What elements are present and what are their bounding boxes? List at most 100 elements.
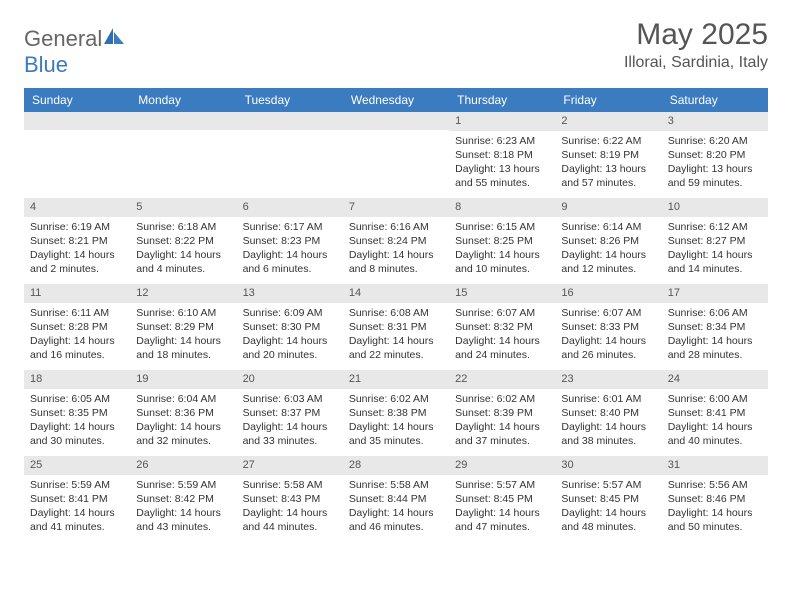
day-cell: 17Sunrise: 6:06 AMSunset: 8:34 PMDayligh… xyxy=(662,284,768,370)
day-cell: 30Sunrise: 5:57 AMSunset: 8:45 PMDayligh… xyxy=(555,456,661,542)
daylight-line: Daylight: 14 hours and 28 minutes. xyxy=(668,334,762,362)
sunset-line: Sunset: 8:35 PM xyxy=(30,406,124,420)
sunset-line: Sunset: 8:30 PM xyxy=(243,320,337,334)
day-number: 23 xyxy=(555,370,661,389)
day-number: 26 xyxy=(130,456,236,475)
day-content: Sunrise: 6:22 AMSunset: 8:19 PMDaylight:… xyxy=(555,131,661,197)
day-cell: 14Sunrise: 6:08 AMSunset: 8:31 PMDayligh… xyxy=(343,284,449,370)
day-content: Sunrise: 5:57 AMSunset: 8:45 PMDaylight:… xyxy=(555,475,661,541)
sunrise-line: Sunrise: 5:56 AM xyxy=(668,478,762,492)
sunrise-line: Sunrise: 5:59 AM xyxy=(30,478,124,492)
sunset-line: Sunset: 8:29 PM xyxy=(136,320,230,334)
day-cell: 31Sunrise: 5:56 AMSunset: 8:46 PMDayligh… xyxy=(662,456,768,542)
day-cell: 8Sunrise: 6:15 AMSunset: 8:25 PMDaylight… xyxy=(449,198,555,284)
daylight-line: Daylight: 14 hours and 12 minutes. xyxy=(561,248,655,276)
daylight-line: Daylight: 14 hours and 22 minutes. xyxy=(349,334,443,362)
daylight-line: Daylight: 14 hours and 14 minutes. xyxy=(668,248,762,276)
weekday-label: Saturday xyxy=(662,88,768,112)
day-number: 12 xyxy=(130,284,236,303)
daylight-line: Daylight: 13 hours and 55 minutes. xyxy=(455,162,549,190)
brand-text: GeneralBlue xyxy=(24,26,124,78)
day-content: Sunrise: 5:58 AMSunset: 8:43 PMDaylight:… xyxy=(237,475,343,541)
daylight-line: Daylight: 14 hours and 44 minutes. xyxy=(243,506,337,534)
sunrise-line: Sunrise: 6:03 AM xyxy=(243,392,337,406)
sunset-line: Sunset: 8:44 PM xyxy=(349,492,443,506)
sunset-line: Sunset: 8:24 PM xyxy=(349,234,443,248)
daylight-line: Daylight: 14 hours and 26 minutes. xyxy=(561,334,655,362)
day-content: Sunrise: 5:59 AMSunset: 8:42 PMDaylight:… xyxy=(130,475,236,541)
day-content: Sunrise: 6:15 AMSunset: 8:25 PMDaylight:… xyxy=(449,217,555,283)
daylight-line: Daylight: 14 hours and 2 minutes. xyxy=(30,248,124,276)
day-number: 15 xyxy=(449,284,555,303)
day-number: 20 xyxy=(237,370,343,389)
day-content: Sunrise: 6:07 AMSunset: 8:33 PMDaylight:… xyxy=(555,303,661,369)
page-header: GeneralBlue May 2025 Illorai, Sardinia, … xyxy=(24,18,768,78)
sunrise-line: Sunrise: 6:02 AM xyxy=(455,392,549,406)
day-cell: 15Sunrise: 6:07 AMSunset: 8:32 PMDayligh… xyxy=(449,284,555,370)
sunset-line: Sunset: 8:43 PM xyxy=(243,492,337,506)
daylight-line: Daylight: 14 hours and 6 minutes. xyxy=(243,248,337,276)
sunset-line: Sunset: 8:40 PM xyxy=(561,406,655,420)
day-cell: 29Sunrise: 5:57 AMSunset: 8:45 PMDayligh… xyxy=(449,456,555,542)
daylight-line: Daylight: 14 hours and 43 minutes. xyxy=(136,506,230,534)
day-content: Sunrise: 6:02 AMSunset: 8:39 PMDaylight:… xyxy=(449,389,555,455)
sunrise-line: Sunrise: 6:15 AM xyxy=(455,220,549,234)
sunset-line: Sunset: 8:22 PM xyxy=(136,234,230,248)
sunrise-line: Sunrise: 6:14 AM xyxy=(561,220,655,234)
day-number: 13 xyxy=(237,284,343,303)
weekday-label: Friday xyxy=(555,88,661,112)
daylight-line: Daylight: 14 hours and 37 minutes. xyxy=(455,420,549,448)
empty-cell xyxy=(343,112,449,198)
daylight-line: Daylight: 14 hours and 20 minutes. xyxy=(243,334,337,362)
daylight-line: Daylight: 14 hours and 30 minutes. xyxy=(30,420,124,448)
day-content: Sunrise: 6:14 AMSunset: 8:26 PMDaylight:… xyxy=(555,217,661,283)
day-cell: 4Sunrise: 6:19 AMSunset: 8:21 PMDaylight… xyxy=(24,198,130,284)
sunrise-line: Sunrise: 6:06 AM xyxy=(668,306,762,320)
day-cell: 25Sunrise: 5:59 AMSunset: 8:41 PMDayligh… xyxy=(24,456,130,542)
day-content: Sunrise: 6:10 AMSunset: 8:29 PMDaylight:… xyxy=(130,303,236,369)
weekday-label: Monday xyxy=(130,88,236,112)
day-number: 4 xyxy=(24,198,130,217)
daylight-line: Daylight: 14 hours and 32 minutes. xyxy=(136,420,230,448)
day-content: Sunrise: 6:07 AMSunset: 8:32 PMDaylight:… xyxy=(449,303,555,369)
sail-icon xyxy=(104,26,124,52)
sunrise-line: Sunrise: 5:57 AM xyxy=(455,478,549,492)
day-cell: 3Sunrise: 6:20 AMSunset: 8:20 PMDaylight… xyxy=(662,112,768,198)
day-content: Sunrise: 6:00 AMSunset: 8:41 PMDaylight:… xyxy=(662,389,768,455)
daylight-line: Daylight: 14 hours and 50 minutes. xyxy=(668,506,762,534)
day-number: 27 xyxy=(237,456,343,475)
sunset-line: Sunset: 8:18 PM xyxy=(455,148,549,162)
day-cell: 13Sunrise: 6:09 AMSunset: 8:30 PMDayligh… xyxy=(237,284,343,370)
day-content: Sunrise: 5:57 AMSunset: 8:45 PMDaylight:… xyxy=(449,475,555,541)
day-number: 30 xyxy=(555,456,661,475)
day-number: 2 xyxy=(555,112,661,131)
sunrise-line: Sunrise: 6:17 AM xyxy=(243,220,337,234)
sunset-line: Sunset: 8:19 PM xyxy=(561,148,655,162)
daylight-line: Daylight: 14 hours and 46 minutes. xyxy=(349,506,443,534)
sunset-line: Sunset: 8:31 PM xyxy=(349,320,443,334)
day-content: Sunrise: 6:06 AMSunset: 8:34 PMDaylight:… xyxy=(662,303,768,369)
day-content: Sunrise: 6:18 AMSunset: 8:22 PMDaylight:… xyxy=(130,217,236,283)
sunrise-line: Sunrise: 6:09 AM xyxy=(243,306,337,320)
sunset-line: Sunset: 8:33 PM xyxy=(561,320,655,334)
day-cell: 20Sunrise: 6:03 AMSunset: 8:37 PMDayligh… xyxy=(237,370,343,456)
day-cell: 10Sunrise: 6:12 AMSunset: 8:27 PMDayligh… xyxy=(662,198,768,284)
day-number: 11 xyxy=(24,284,130,303)
sunset-line: Sunset: 8:34 PM xyxy=(668,320,762,334)
day-content: Sunrise: 6:17 AMSunset: 8:23 PMDaylight:… xyxy=(237,217,343,283)
day-content: Sunrise: 6:09 AMSunset: 8:30 PMDaylight:… xyxy=(237,303,343,369)
sunrise-line: Sunrise: 6:04 AM xyxy=(136,392,230,406)
sunset-line: Sunset: 8:39 PM xyxy=(455,406,549,420)
weekday-label: Thursday xyxy=(449,88,555,112)
day-number: 21 xyxy=(343,370,449,389)
sunset-line: Sunset: 8:25 PM xyxy=(455,234,549,248)
day-number: 1 xyxy=(449,112,555,131)
sunset-line: Sunset: 8:38 PM xyxy=(349,406,443,420)
calendar: SundayMondayTuesdayWednesdayThursdayFrid… xyxy=(24,88,768,542)
daylight-line: Daylight: 14 hours and 10 minutes. xyxy=(455,248,549,276)
sunset-line: Sunset: 8:46 PM xyxy=(668,492,762,506)
day-number: 18 xyxy=(24,370,130,389)
day-number: 16 xyxy=(555,284,661,303)
daylight-line: Daylight: 14 hours and 35 minutes. xyxy=(349,420,443,448)
brand-part2: Blue xyxy=(24,52,68,77)
